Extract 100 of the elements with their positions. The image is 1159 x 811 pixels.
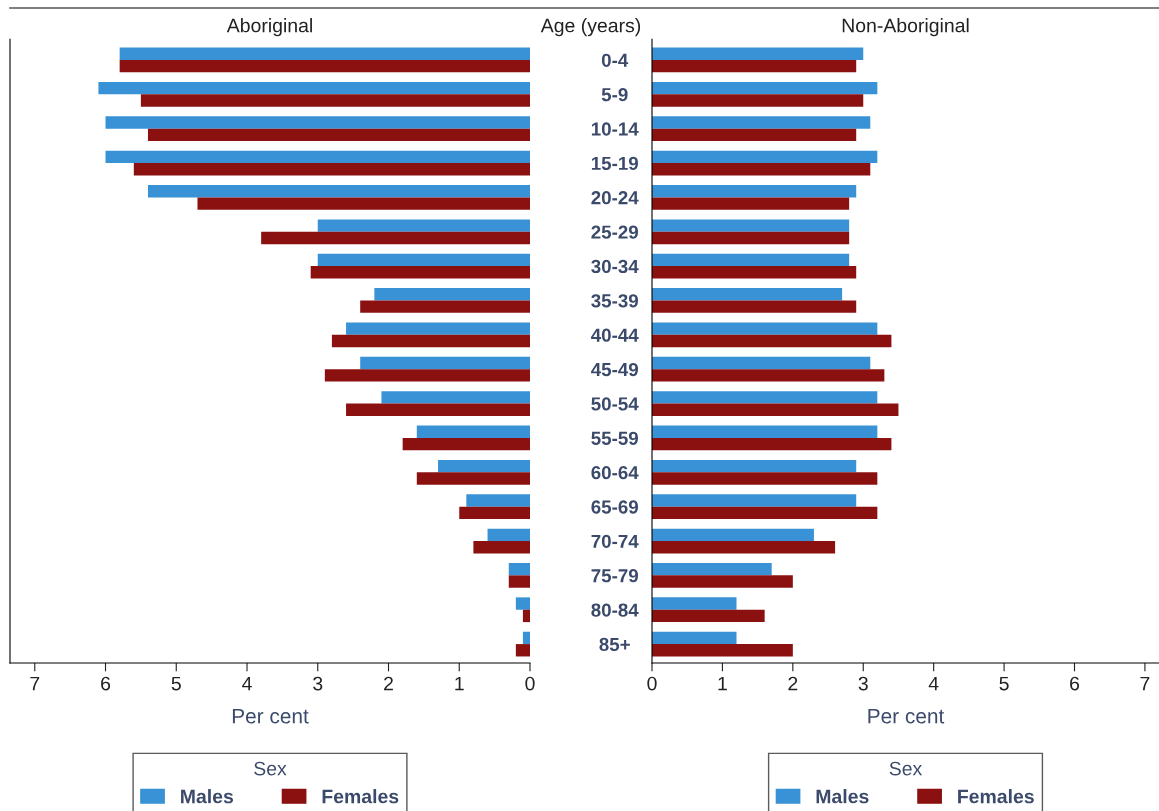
y-tick-label: 15-19 [591,156,639,171]
x-tick-label: 4 [242,676,252,691]
bar [105,116,530,129]
bar [466,494,530,507]
x-tick-label: 7 [1140,676,1150,691]
bar [331,334,530,348]
x-tick-label: 7 [30,676,40,691]
x-tick-label: 6 [1070,676,1080,691]
bar [473,541,530,554]
chart-title: Non-Aboriginal [842,18,969,37]
bar [346,322,530,335]
bar [346,403,530,416]
y-tick-label: 10-14 [591,122,639,136]
bar [487,528,530,542]
y-tick-label: 55-59 [591,431,639,445]
bar [459,506,530,520]
bar [105,150,530,164]
legend-label: Females [322,789,399,804]
y-axis-title: Age (years) [540,18,641,37]
bar [652,644,793,657]
bar [652,356,871,370]
bar [515,597,530,610]
bar [515,644,530,657]
x-tick-label: 2 [384,676,393,691]
bar [119,47,530,60]
y-tick-label: 20-24 [591,191,639,205]
x-tick-label: 1 [455,676,464,691]
x-axis-title: Per cent [232,708,309,724]
y-tick-label: 50-54 [591,397,639,411]
bar [652,541,836,554]
bar [652,288,843,301]
y-tick-label: 65-69 [591,500,639,514]
y-tick-label: 35-39 [591,294,639,308]
y-tick-label: 30-34 [591,259,639,274]
y-tick-label: 70-74 [591,534,639,548]
chart-title: Aboriginal [226,18,312,37]
bar [652,150,878,164]
bar [652,631,737,645]
bar [652,322,878,335]
bar [652,231,850,245]
legend-title: Sex [254,761,287,776]
bar [652,506,878,520]
bar [652,163,871,176]
bar [261,231,530,245]
bar [652,47,864,60]
bar [652,266,857,279]
bar [416,472,530,485]
bar [324,369,530,382]
y-tick-label: 85+ [599,637,630,652]
bar [197,197,530,210]
legend-label: Males [816,789,869,804]
legend-title: Sex [889,761,923,776]
bar [317,219,530,232]
bar [381,391,530,404]
bar [652,403,899,416]
bar [652,528,814,542]
bar [652,334,892,348]
bar [652,575,793,588]
bar [360,356,530,370]
x-tick-label: 1 [718,676,727,691]
bar [652,81,878,95]
bar [147,185,530,198]
y-tick-label: 5-9 [601,88,628,102]
bar [133,163,530,176]
bar [508,563,530,576]
bar [317,253,530,267]
y-tick-label: 75-79 [591,569,639,583]
legend-label: Females [958,789,1034,804]
bar [310,266,530,279]
bar [147,128,530,142]
x-tick-label: 4 [928,676,939,691]
bar [374,288,530,301]
bar [652,472,878,485]
bar [652,369,885,382]
bar [652,128,857,142]
bar [402,437,530,451]
bar [652,185,857,198]
bar [508,575,530,588]
bar [652,563,772,576]
bar [652,116,871,129]
bar [652,425,878,438]
bar [98,81,530,95]
x-tick-label: 2 [788,676,798,691]
bar [652,197,850,210]
bar [119,59,530,73]
y-tick-label: 0-4 [601,53,629,67]
bar [652,459,857,473]
x-tick-label: 3 [858,676,868,691]
bar [652,494,857,507]
y-tick-label: 45-49 [591,362,639,377]
bar [652,300,857,313]
bar [438,459,530,473]
bar [522,631,530,645]
bar [652,94,864,107]
bar [652,437,892,451]
bar [652,597,737,610]
bar [140,94,530,107]
x-tick-label: 5 [999,676,1009,691]
y-tick-label: 40-44 [591,328,639,342]
x-tick-label: 0 [647,676,657,691]
